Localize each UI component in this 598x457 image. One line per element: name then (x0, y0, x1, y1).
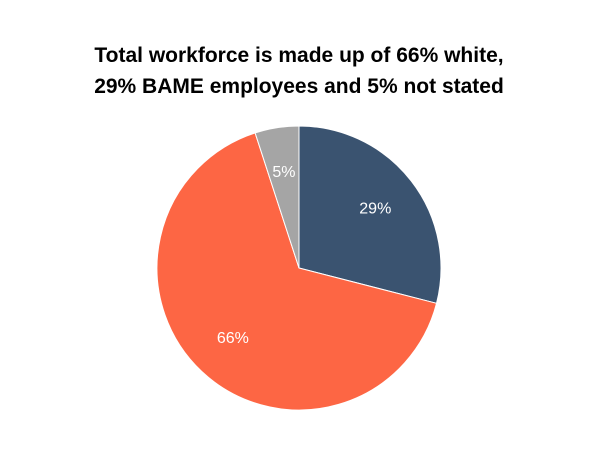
pie-slice-1 (156, 132, 438, 411)
chart-title-line-1: Total workforce is made up of 66% white, (94, 44, 504, 67)
chart-title-line-2: 29% BAME employees and 5% not stated (94, 75, 504, 98)
pie-slice-label-2: 5% (272, 164, 295, 181)
chart-title: Total workforce is made up of 66% white,… (0, 40, 598, 102)
pie-slice-2 (254, 125, 300, 269)
pie-slice-0 (298, 125, 442, 304)
pie-slice-label-0: 29% (359, 200, 391, 217)
pie-slice-label-1: 66% (217, 330, 249, 347)
